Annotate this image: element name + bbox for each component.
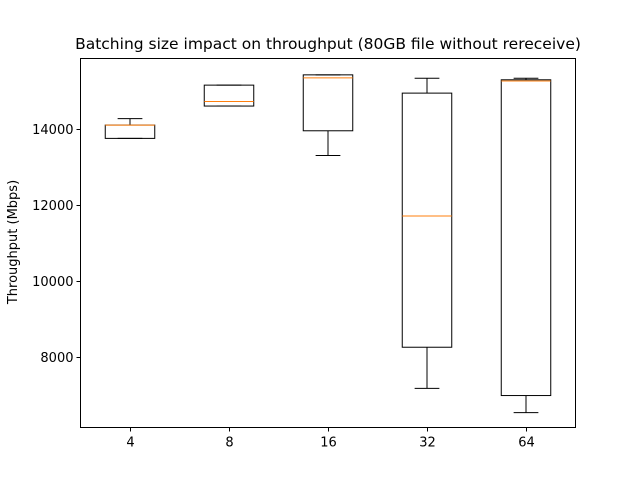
y-axis-label: Throughput (Mbps) [6,180,21,305]
x-tick-label: 32 [419,436,436,451]
plot-area: 8000 10000 12000 14000 4 8 16 32 64 [32,74,552,451]
chart-title: Batching size impact on throughput (80GB… [75,35,581,53]
x-tick-label: 64 [518,436,535,451]
y-tick-label: 10000 [32,275,73,290]
box-4 [104,124,156,139]
box-64 [500,79,552,397]
x-tick-label: 8 [225,436,233,451]
y-tick-label: 8000 [40,351,73,366]
y-tick-label: 14000 [32,123,73,138]
plot-frame [80,58,576,428]
box-32 [401,92,453,348]
box-16 [302,74,354,132]
x-tick-label: 4 [126,436,134,451]
box-8 [203,84,255,107]
y-tick-label: 12000 [32,199,73,214]
x-tick-label: 16 [320,436,337,451]
